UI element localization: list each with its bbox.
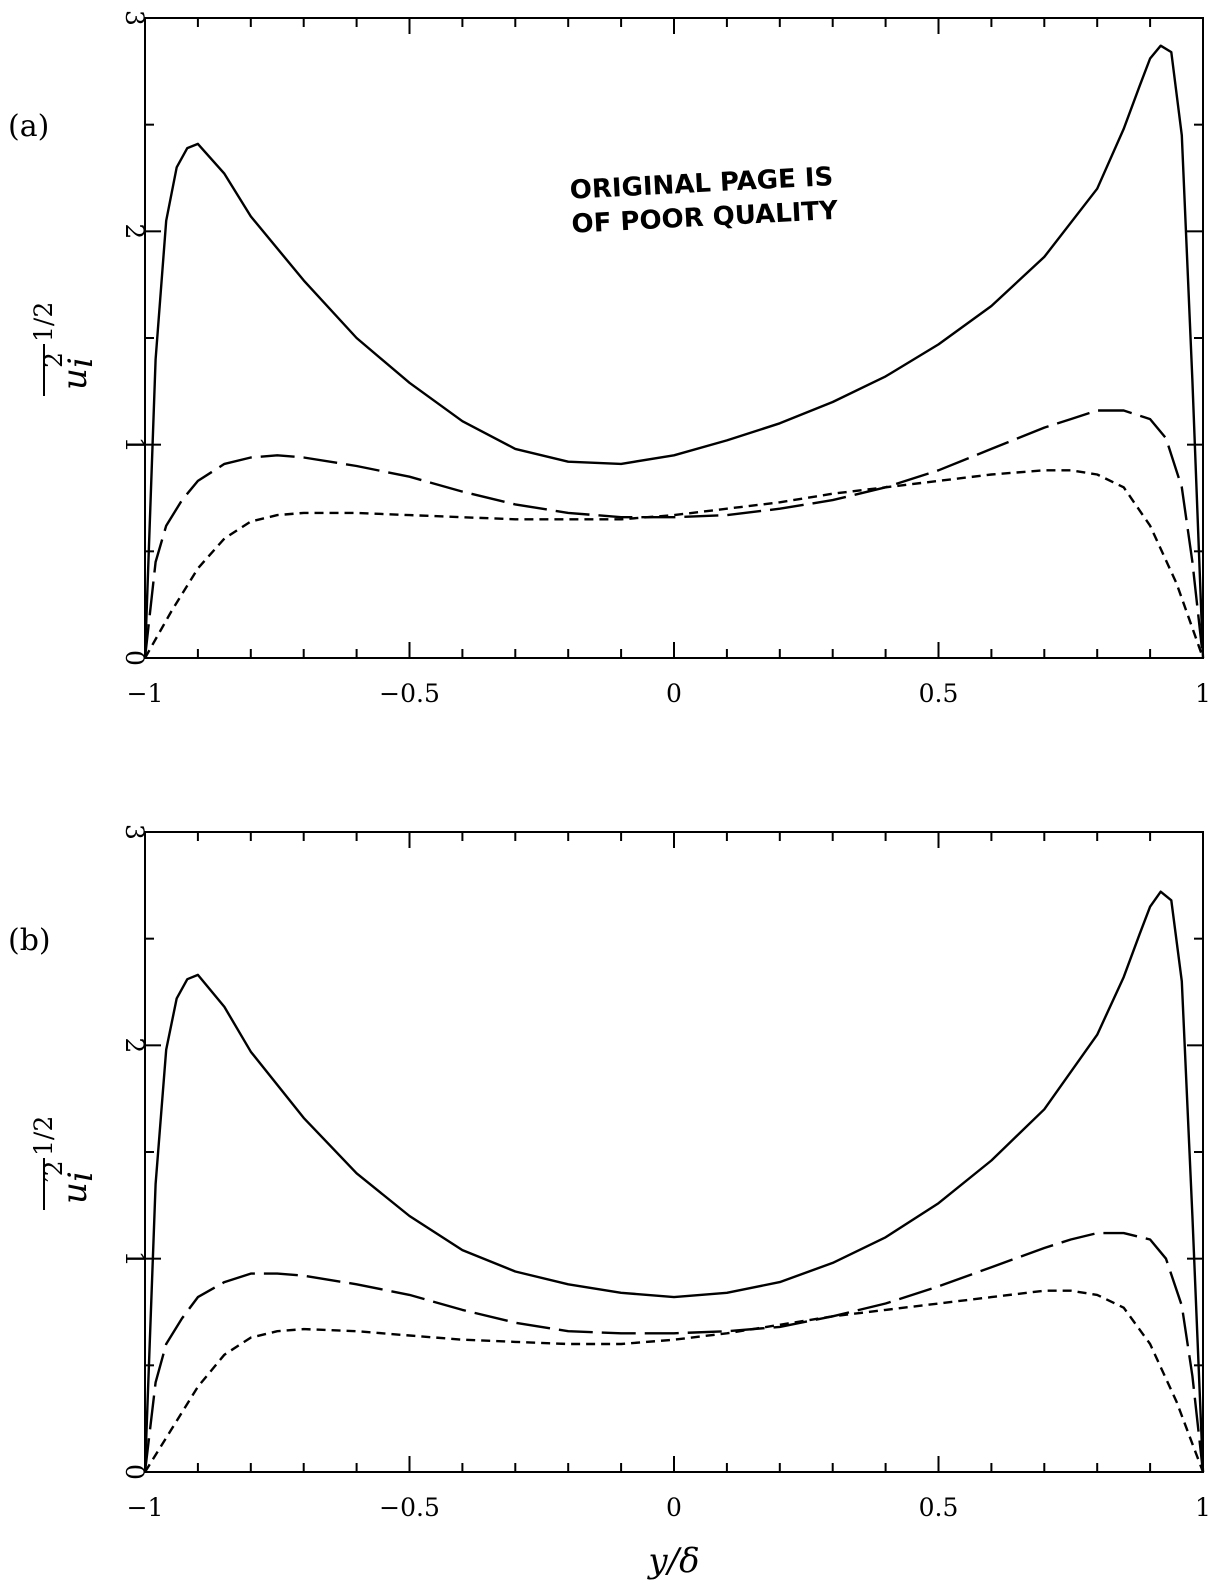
plot-frame [144, 17, 1204, 659]
x-tick-label: −1 [127, 1493, 164, 1522]
y-label-u: u [55, 1182, 95, 1204]
x-tick-label: 1 [1195, 679, 1211, 708]
y-tick-label: 3 [120, 10, 149, 26]
y-tick-label: 0 [120, 650, 149, 666]
series-long-dash-line [143, 1231, 1205, 1473]
y-label-exponent: 1/2 [29, 1116, 58, 1156]
y-label-subscript: i [61, 357, 101, 368]
series-short-dash-line [143, 469, 1205, 659]
x-tick-label: 0.5 [919, 1493, 959, 1522]
y-label-u: u [55, 368, 95, 390]
panel-label: (a) [8, 109, 49, 144]
y-tick-label: 1 [120, 437, 149, 453]
x-tick-label: 0 [666, 679, 682, 708]
x-tick-label: 0 [666, 1493, 682, 1522]
y-tick-label: 3 [120, 824, 149, 840]
y-tick-label: 2 [120, 223, 149, 239]
y-tick-label: 0 [120, 1464, 149, 1480]
y-tick-label: 1 [120, 1251, 149, 1267]
series-solid-line [143, 44, 1205, 659]
series-solid-line [143, 890, 1205, 1473]
y-axis-label: ui2 1/2 [29, 302, 101, 396]
y-label-square: 2 [39, 352, 68, 368]
x-tick-label: −0.5 [379, 679, 440, 708]
x-tick-label: 1 [1195, 1493, 1211, 1522]
y-label-square: ′2 [39, 1160, 68, 1182]
x-tick-label: −0.5 [379, 1493, 440, 1522]
x-tick-label: −1 [127, 679, 164, 708]
panel-label: (b) [8, 923, 51, 958]
series-short-dash-line [143, 1289, 1205, 1473]
x-tick-label: 0.5 [919, 679, 959, 708]
y-label-subscript: i [61, 1171, 101, 1182]
chart-panel-b: −1 −0.5 0 0.5 1 0 1 2 3 (b) ui′2 1/2 y/δ [8, 824, 1211, 1581]
series-long-dash-line [143, 409, 1205, 659]
plot-frame [144, 831, 1204, 1473]
y-label-exponent: 1/2 [29, 302, 58, 342]
y-tick-label: 2 [120, 1037, 149, 1053]
x-axis-label: y/δ [646, 1541, 699, 1581]
y-axis-label: ui′2 1/2 [29, 1116, 101, 1210]
